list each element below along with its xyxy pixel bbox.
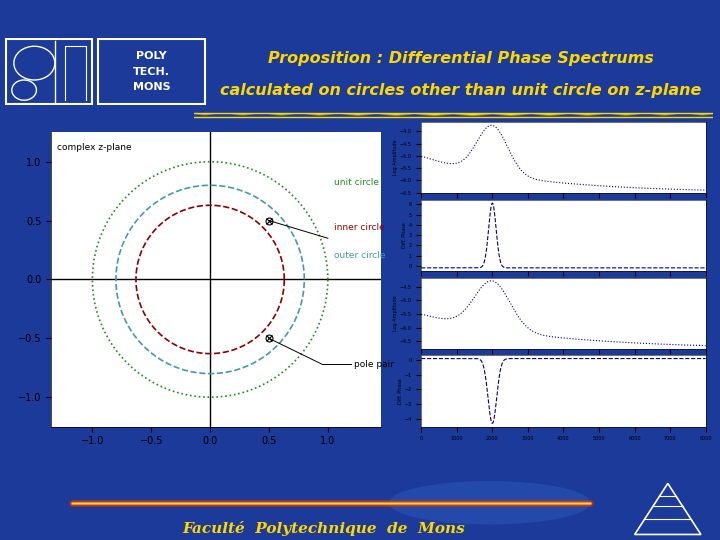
Bar	[98, 39, 204, 104]
Polygon shape	[452, 114, 493, 116]
Text: inner circle: inner circle	[334, 223, 384, 232]
Polygon shape	[379, 114, 414, 116]
Y-axis label: Log Amplitude: Log Amplitude	[393, 140, 398, 176]
Polygon shape	[268, 114, 294, 116]
Polygon shape	[194, 114, 215, 115]
Polygon shape	[305, 114, 334, 116]
Text: Faculté  Polytechnique  de  Mons: Faculté Polytechnique de Mons	[183, 521, 465, 536]
Text: calculated on circles other than unit circle on z-plane: calculated on circles other than unit ci…	[220, 83, 701, 98]
Y-axis label: Log Amplitude: Log Amplitude	[393, 295, 398, 331]
Text: unit circle: unit circle	[334, 178, 379, 187]
Polygon shape	[341, 114, 374, 116]
Text: pole pair: pole pair	[354, 360, 394, 369]
Polygon shape	[231, 114, 255, 115]
Polygon shape	[611, 114, 641, 116]
Polygon shape	[690, 114, 714, 115]
Polygon shape	[651, 114, 678, 116]
Polygon shape	[571, 114, 604, 116]
Text: MONS: MONS	[132, 82, 170, 92]
Text: TECH.: TECH.	[133, 66, 170, 77]
Ellipse shape	[389, 481, 590, 524]
Y-axis label: Diff. Phase: Diff. Phase	[402, 222, 407, 248]
Text: complex z-plane: complex z-plane	[57, 143, 132, 152]
Bar	[6, 39, 92, 104]
Polygon shape	[492, 114, 530, 116]
Y-axis label: Diff. Phase: Diff. Phase	[398, 378, 402, 404]
Polygon shape	[415, 114, 454, 116]
Text: POLY: POLY	[136, 51, 167, 62]
Polygon shape	[531, 114, 567, 116]
Text: outer circle: outer circle	[334, 252, 385, 260]
Text: Proposition : Differential Phase Spectrums: Proposition : Differential Phase Spectru…	[268, 51, 654, 66]
